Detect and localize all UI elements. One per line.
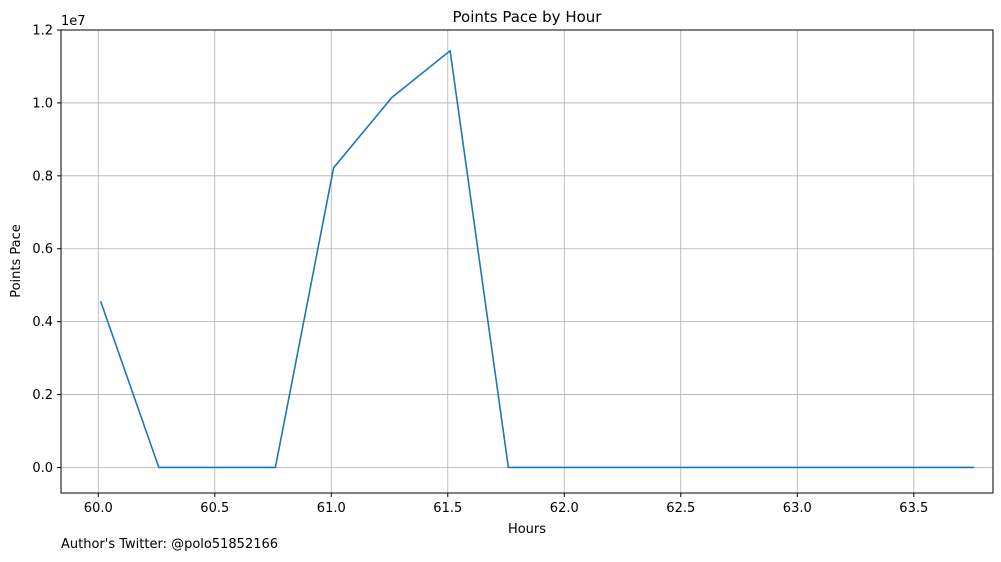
author-footnote: Author's Twitter: @polo51852166 <box>61 537 279 552</box>
plot-frame <box>60 29 994 494</box>
y-tick-label: 0.2 <box>32 388 53 403</box>
y-tick-label: 1.2 <box>32 24 53 39</box>
x-tick-label: 62.5 <box>666 501 695 516</box>
x-tick-label: 60.0 <box>84 501 113 516</box>
grid <box>61 29 993 493</box>
x-tick-label: 60.5 <box>200 501 229 516</box>
y-tick-label: 1.0 <box>32 96 53 111</box>
series-layer <box>99 49 975 469</box>
y-tick-label: 0.8 <box>32 169 53 184</box>
y-axis-label: Points Pace <box>9 224 24 298</box>
y-tick-label: 0.4 <box>32 315 53 330</box>
x-axis-ticks: 60.0 60.5 61.0 61.5 62.0 62.5 63.0 63.5 <box>84 493 928 516</box>
y-tick-label: 0.6 <box>32 242 53 257</box>
y-tick-label: 0.0 <box>32 461 53 476</box>
x-tick-label: 63.5 <box>899 501 928 516</box>
x-tick-label: 61.5 <box>433 501 462 516</box>
y-offset-label: 1e7 <box>61 14 86 29</box>
x-tick-label: 63.0 <box>783 501 812 516</box>
x-tick-label: 62.0 <box>550 501 579 516</box>
y-axis-ticks: 0.0 0.2 0.4 0.6 0.8 1.0 1.2 <box>32 24 61 476</box>
x-tick-label: 61.0 <box>317 501 346 516</box>
chart-title: Points Pace by Hour <box>453 8 603 26</box>
x-axis-label: Hours <box>508 522 546 537</box>
series-line <box>99 49 975 469</box>
